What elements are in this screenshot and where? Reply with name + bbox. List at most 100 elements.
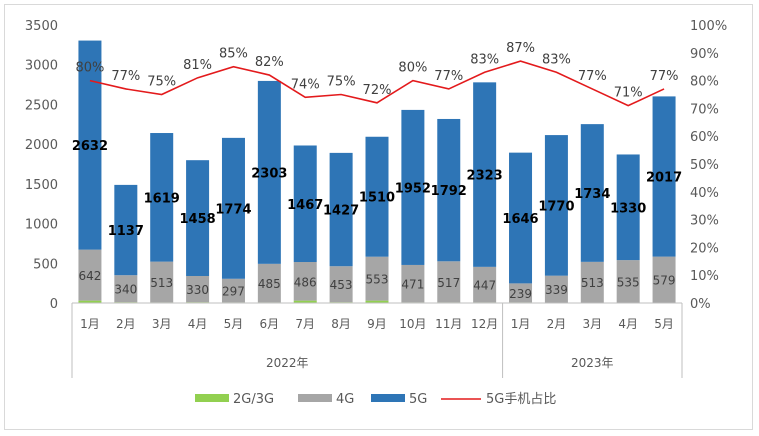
bar-5g bbox=[186, 160, 210, 276]
data-label-4g: 471 bbox=[401, 278, 424, 292]
data-label-5g-share: 71% bbox=[614, 86, 643, 101]
bar-4g bbox=[509, 283, 533, 303]
data-label-5g: 1458 bbox=[179, 212, 215, 227]
data-label-4g: 579 bbox=[653, 274, 676, 288]
x-group-label: 2023年 bbox=[571, 356, 614, 370]
bar-4g bbox=[257, 263, 281, 303]
data-label-4g: 517 bbox=[437, 276, 460, 290]
data-label-5g-share: 82% bbox=[255, 55, 284, 70]
data-label-5g-share: 83% bbox=[470, 52, 499, 67]
bar-5g bbox=[544, 135, 568, 276]
bar-5g bbox=[293, 145, 317, 263]
y2-tick-label: 0% bbox=[690, 297, 711, 312]
legend-label: 4G bbox=[336, 392, 354, 407]
x-tick-label: 8月 bbox=[331, 317, 351, 331]
data-label-4g: 513 bbox=[581, 276, 604, 290]
data-label-4g: 330 bbox=[186, 283, 209, 297]
y2-tick-label: 70% bbox=[690, 102, 719, 117]
data-label-4g: 239 bbox=[509, 287, 532, 301]
data-label-4g: 485 bbox=[258, 277, 281, 291]
bar-5g bbox=[616, 154, 640, 261]
data-label-4g: 453 bbox=[330, 278, 353, 292]
data-label-5g: 1619 bbox=[144, 191, 180, 206]
data-label-5g: 2303 bbox=[251, 166, 287, 181]
bar-4g bbox=[150, 261, 174, 303]
data-label-4g: 447 bbox=[473, 279, 496, 293]
y2-tick-label: 50% bbox=[690, 158, 719, 173]
data-label-5g-share: 80% bbox=[75, 61, 104, 76]
data-label-5g-share: 83% bbox=[542, 52, 571, 67]
bar-4g bbox=[114, 275, 138, 303]
bar-5g bbox=[78, 40, 102, 250]
bar-4g bbox=[473, 266, 497, 303]
chart-frame: 0 500 1000 1500 2000 2500 3000 3500 0% 10% 20% 30% 4… bbox=[4, 4, 753, 430]
legend-label: 2G/3G bbox=[233, 392, 274, 407]
y2-tick-label: 20% bbox=[690, 241, 719, 256]
data-label-5g-share: 74% bbox=[291, 77, 320, 92]
data-label-5g-share: 75% bbox=[327, 75, 356, 90]
bar-5g bbox=[365, 136, 389, 257]
y-tick-label: 3500 bbox=[25, 19, 58, 34]
data-label-5g-share: 77% bbox=[650, 69, 679, 84]
bar-4g bbox=[437, 261, 461, 303]
data-label-5g: 1792 bbox=[431, 184, 467, 199]
x-tick-label: 2月 bbox=[547, 317, 567, 331]
data-label-5g: 1774 bbox=[215, 202, 251, 217]
x-tick-label: 5月 bbox=[654, 317, 674, 331]
bar-5g bbox=[509, 152, 533, 284]
data-label-5g: 1137 bbox=[108, 224, 144, 239]
data-label-5g: 1510 bbox=[359, 191, 395, 206]
x-tick-label: 4月 bbox=[188, 317, 208, 331]
bar-5g bbox=[652, 96, 676, 257]
x-tick-label: 10月 bbox=[399, 317, 426, 331]
data-label-5g-share: 85% bbox=[219, 47, 248, 62]
data-label-5g-share: 72% bbox=[363, 83, 392, 98]
data-label-5g: 1734 bbox=[574, 187, 610, 202]
data-label-5g-share: 77% bbox=[111, 69, 140, 84]
data-label-5g-share: 77% bbox=[434, 69, 463, 84]
bar-4g bbox=[544, 275, 568, 303]
bar-5g bbox=[150, 133, 174, 262]
bar-4g bbox=[652, 256, 676, 303]
x-tick-label: 1月 bbox=[511, 317, 531, 331]
data-label-4g: 340 bbox=[114, 283, 137, 297]
line-5g-share bbox=[89, 60, 665, 107]
bar-4g bbox=[580, 261, 604, 303]
y2-tick-label: 100% bbox=[690, 19, 727, 34]
legend-swatch bbox=[371, 394, 405, 402]
y2-tick-label: 30% bbox=[690, 214, 719, 229]
x-tick-label: 3月 bbox=[152, 317, 172, 331]
data-label-4g: 486 bbox=[294, 275, 317, 289]
data-label-5g: 1646 bbox=[502, 212, 538, 227]
bar-4g bbox=[293, 262, 317, 301]
bar-2g3g bbox=[78, 300, 102, 303]
y-tick-label: 0 bbox=[50, 297, 58, 312]
y-tick-label: 1500 bbox=[25, 178, 58, 193]
y2-tick-label: 90% bbox=[690, 47, 719, 62]
legend-label: 5G手机占比 bbox=[486, 392, 556, 407]
data-label-4g: 297 bbox=[222, 285, 245, 299]
bar-5g bbox=[257, 80, 281, 264]
bar-4g bbox=[78, 249, 102, 301]
bar-4g bbox=[616, 260, 640, 303]
y-tick-label: 500 bbox=[33, 257, 58, 272]
data-label-5g-share: 87% bbox=[506, 41, 535, 56]
data-label-5g: 1427 bbox=[323, 204, 359, 219]
y2-tick-label: 10% bbox=[690, 269, 719, 284]
bar-4g bbox=[365, 256, 389, 301]
bar-2g3g bbox=[293, 300, 317, 303]
data-label-5g-share: 75% bbox=[147, 75, 176, 90]
x-tick-label: 9月 bbox=[367, 317, 387, 331]
y-tick-label: 2000 bbox=[25, 138, 58, 153]
legend-swatch bbox=[298, 394, 332, 402]
y-tick-label: 2500 bbox=[25, 98, 58, 113]
data-label-5g: 1467 bbox=[287, 198, 323, 213]
x-tick-label: 3月 bbox=[582, 317, 602, 331]
data-label-4g: 513 bbox=[150, 276, 173, 290]
x-tick-label: 7月 bbox=[295, 317, 315, 331]
data-label-4g: 535 bbox=[617, 275, 640, 289]
y-tick-label: 1000 bbox=[25, 218, 58, 233]
y2-tick-label: 60% bbox=[690, 130, 719, 145]
bar-5g bbox=[114, 184, 138, 276]
bar-5g bbox=[221, 137, 245, 279]
